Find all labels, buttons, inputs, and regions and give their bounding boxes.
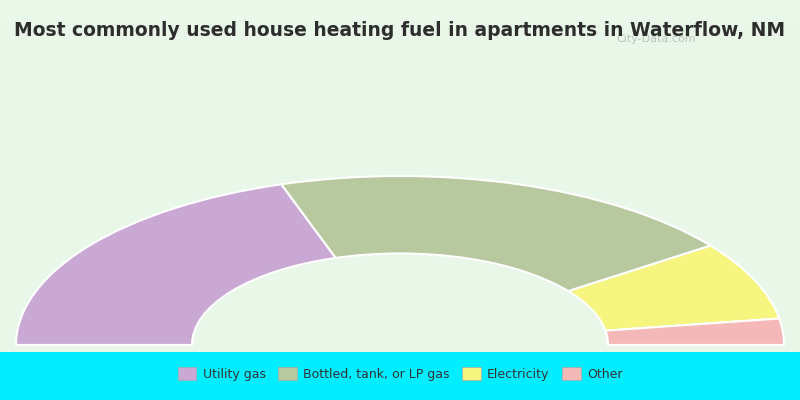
Wedge shape (606, 318, 784, 345)
Wedge shape (568, 246, 779, 331)
Wedge shape (16, 184, 336, 345)
Wedge shape (282, 176, 710, 291)
Text: City-Data.com: City-Data.com (616, 34, 696, 44)
Text: Most commonly used house heating fuel in apartments in Waterflow, NM: Most commonly used house heating fuel in… (14, 20, 786, 40)
Legend: Utility gas, Bottled, tank, or LP gas, Electricity, Other: Utility gas, Bottled, tank, or LP gas, E… (173, 362, 627, 386)
